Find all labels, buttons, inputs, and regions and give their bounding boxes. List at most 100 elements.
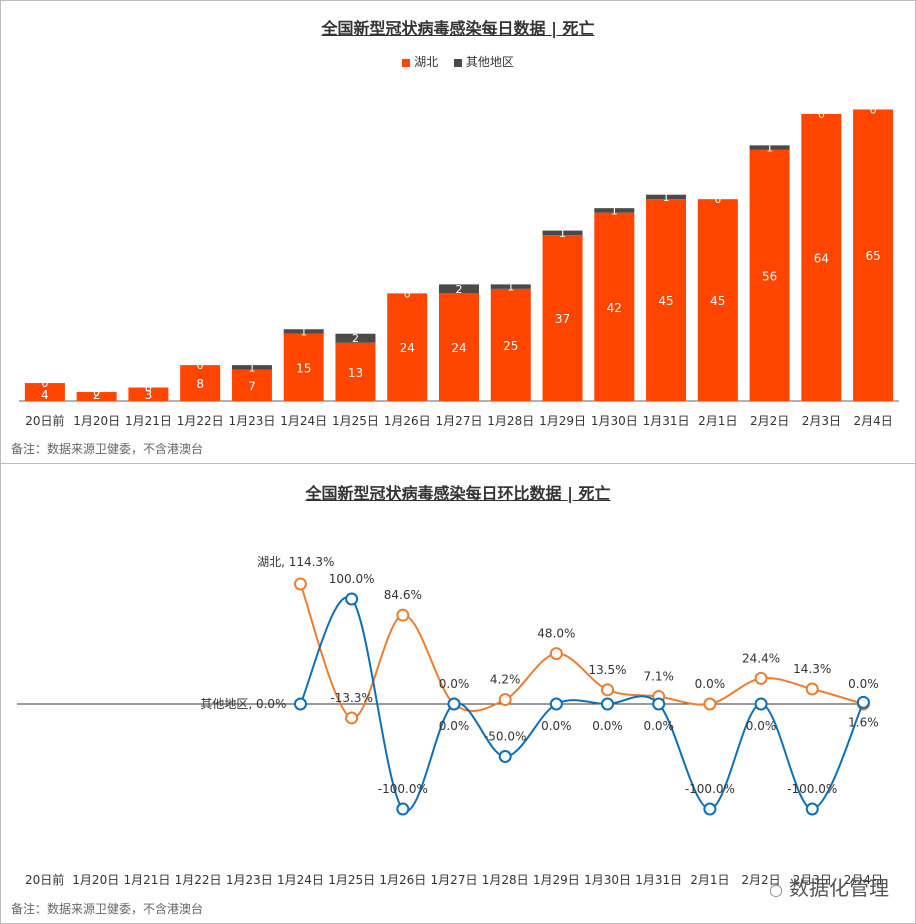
x-tick-label: 2月3日 bbox=[802, 414, 841, 428]
data-label-others: 0 bbox=[404, 287, 411, 300]
bar-hubei bbox=[801, 113, 842, 401]
x-tick-label: 20日前 bbox=[25, 413, 64, 428]
data-label-others: 2 bbox=[352, 332, 359, 345]
point-others bbox=[293, 697, 307, 711]
data-label-others: 0 bbox=[197, 359, 204, 372]
point-hubei bbox=[601, 683, 615, 697]
point-others bbox=[396, 802, 410, 816]
point-others bbox=[805, 802, 819, 816]
data-label-others: 1 bbox=[559, 227, 566, 240]
data-label-others: 0 bbox=[870, 103, 877, 116]
x-tick-label: 1月27日 bbox=[431, 873, 478, 887]
data-label-hubei: 2 bbox=[93, 388, 101, 402]
data-label-hubei: 15 bbox=[296, 361, 311, 375]
x-tick-label: 1月22日 bbox=[177, 414, 224, 428]
source-note: 备注：数据来源卫健委，不含港澳台 bbox=[11, 442, 204, 456]
data-label-others: -100.0% bbox=[787, 782, 837, 796]
watermark-text: 数据化管理 bbox=[789, 876, 889, 900]
point-hubei bbox=[754, 671, 768, 685]
chart-legend: 湖北 其他地区 bbox=[1, 53, 915, 70]
bar-hubei bbox=[697, 199, 738, 401]
data-label-others: 0.0% bbox=[439, 719, 470, 733]
x-tick-label: 1月28日 bbox=[482, 873, 529, 887]
data-label-others: 0.0% bbox=[643, 719, 674, 733]
data-label-hubei: 4 bbox=[41, 388, 49, 402]
data-label-hubei: 45 bbox=[658, 294, 673, 308]
series-line-others bbox=[299, 596, 865, 812]
point-others bbox=[754, 697, 768, 711]
point-hubei bbox=[498, 693, 512, 707]
bar-hubei bbox=[76, 392, 117, 401]
data-label-hubei: 24 bbox=[451, 341, 466, 355]
data-label-hubei: 3 bbox=[145, 388, 153, 402]
bar-others bbox=[490, 284, 531, 289]
bar-hubei bbox=[646, 199, 687, 401]
x-tick-label: 2月3日 bbox=[793, 873, 832, 887]
data-label-hubei: 13.5% bbox=[588, 663, 626, 677]
data-label-others: 0 bbox=[818, 108, 825, 121]
legend-swatch-hubei bbox=[402, 58, 411, 67]
bar-hubei bbox=[283, 333, 324, 401]
legend-label-hubei: 湖北 bbox=[414, 55, 439, 69]
point-hubei bbox=[805, 682, 819, 696]
x-tick-label: 1月23日 bbox=[226, 873, 273, 887]
x-tick-label: 2月1日 bbox=[698, 414, 737, 428]
point-hubei bbox=[293, 577, 307, 591]
data-label-others: 1.6% bbox=[848, 715, 879, 729]
x-tick-label: 1月25日 bbox=[332, 414, 379, 428]
point-others bbox=[652, 697, 666, 711]
data-label-hubei: 13 bbox=[348, 366, 363, 380]
data-label-hubei: 45 bbox=[710, 294, 725, 308]
data-label-others: 0 bbox=[41, 377, 48, 390]
x-tick-label: 1月23日 bbox=[228, 414, 275, 428]
data-label-hubei: 64 bbox=[814, 251, 829, 265]
bar-hubei bbox=[853, 109, 894, 401]
bar-hubei bbox=[387, 293, 428, 401]
line-chart: 湖北, 114.3% -13.3% 84.6% 0.0% 4.2% 48.0% 13.5% 7… bbox=[17, 554, 883, 887]
chart-title: 全国新型冠状病毒感染每日环比数据 | 死亡 bbox=[305, 484, 611, 503]
data-label-hubei: 37 bbox=[555, 312, 570, 326]
x-tick-label: 1月29日 bbox=[533, 873, 580, 887]
x-tick-label: 20日前 bbox=[25, 872, 64, 887]
data-label-others: 0.0% bbox=[592, 719, 623, 733]
legend-item-others[interactable]: 其他地区 bbox=[453, 53, 514, 70]
data-label-hubei: 7.1% bbox=[643, 670, 674, 684]
legend-item-hubei[interactable]: 湖北 bbox=[402, 53, 438, 70]
bar-hubei bbox=[180, 365, 221, 401]
x-tick-label: 1月28日 bbox=[487, 414, 534, 428]
stacked-bar-chart: 4020日前201月20日301月21日801月22日711月23日1511月2… bbox=[19, 103, 899, 428]
x-tick-label: 1月20日 bbox=[73, 414, 120, 428]
data-label-hubei: 7 bbox=[248, 379, 256, 393]
x-tick-label: 2月2日 bbox=[741, 873, 780, 887]
bar-hubei bbox=[335, 342, 376, 401]
x-tick-label: 1月26日 bbox=[379, 873, 426, 887]
bar-others bbox=[283, 329, 324, 334]
data-label-hubei: 0.0% bbox=[848, 677, 879, 691]
x-tick-label: 2月4日 bbox=[853, 414, 892, 428]
x-tick-label: 2月1日 bbox=[690, 873, 729, 887]
daily-change-panel: 全国新型冠状病毒感染每日环比数据 | 死亡 湖北, 114.3% -13.3% 84… bbox=[0, 463, 916, 924]
point-others bbox=[601, 697, 615, 711]
data-label-others: -100.0% bbox=[685, 782, 735, 796]
bar-hubei bbox=[542, 235, 583, 401]
x-tick-label: 1月22日 bbox=[175, 873, 222, 887]
chart-title: 全国新型冠状病毒感染每日数据 | 死亡 bbox=[321, 19, 595, 38]
data-label-hubei: 24.4% bbox=[742, 651, 780, 665]
watermark: ○ 数据化管理 bbox=[769, 872, 889, 901]
daily-deaths-panel: 全国新型冠状病毒感染每日数据 | 死亡 湖北 其他地区 4 0 20日前 2 0 1月20… bbox=[0, 0, 916, 464]
bar-hubei bbox=[594, 212, 635, 401]
bar-hubei bbox=[128, 387, 169, 401]
data-label-others: 0 bbox=[145, 382, 152, 395]
bar-hubei bbox=[439, 293, 479, 401]
data-label-others: 100.0% bbox=[329, 572, 375, 586]
x-tick-label: 1月31日 bbox=[635, 873, 682, 887]
data-label-others: 1 bbox=[663, 191, 670, 204]
point-hubei bbox=[345, 711, 359, 725]
data-label-hubei: 0.0% bbox=[439, 677, 470, 691]
data-label-others: -50.0% bbox=[484, 730, 526, 744]
data-label-others: 2 bbox=[456, 283, 463, 296]
data-label-hubei: -13.3% bbox=[330, 691, 372, 705]
legend-swatch-others bbox=[453, 58, 462, 67]
point-hubei bbox=[396, 608, 410, 622]
bar-hubei bbox=[24, 383, 65, 401]
